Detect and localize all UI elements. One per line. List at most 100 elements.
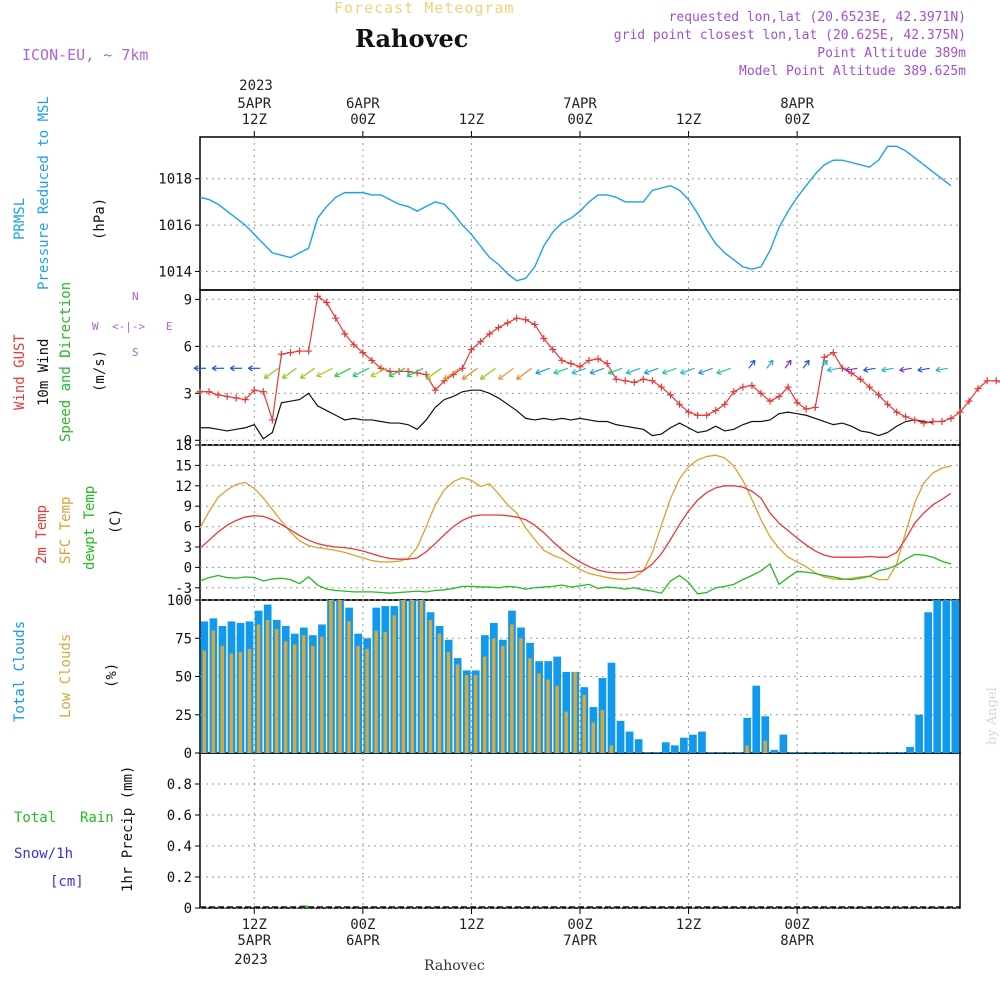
low-cloud-bar [401, 600, 406, 753]
total-cloud-bar [951, 600, 960, 753]
wind-direction-arrow [698, 367, 713, 374]
bottom-time-label: 12Z [431, 917, 511, 933]
gust-marker [522, 316, 530, 324]
compass-n: N [132, 290, 139, 303]
gust-marker [277, 350, 285, 358]
ytick-label-1-1: 3 [184, 386, 192, 402]
gust-marker [431, 386, 439, 394]
ytick-label-2-0: -3 [175, 581, 192, 597]
low-cloud-bar [464, 674, 469, 753]
wind-arrow-head [826, 366, 833, 373]
wind-arrow-head [193, 365, 199, 372]
wind-direction-arrow [553, 367, 569, 374]
low-cloud-bar [528, 658, 532, 753]
gust-marker [721, 400, 729, 408]
precip-cm-label: [cm] [50, 874, 84, 890]
total-cloud-bar [725, 752, 733, 753]
ytick-label-3-2: 50 [175, 670, 192, 686]
ytick-label-4-2: 0.4 [167, 839, 192, 855]
gust-marker [531, 320, 539, 328]
wind-direction-arrow [282, 367, 297, 379]
top-time-label: 12Z [431, 96, 511, 128]
wind-direction-arrow [917, 367, 930, 371]
compass-arrows: <-|-> [112, 320, 146, 333]
gust-marker [884, 400, 892, 408]
gust-marker [784, 383, 792, 391]
total-cloud-bar [716, 752, 724, 753]
bottom-time-label: 00Z 6APR [323, 917, 403, 949]
ytick-label-0-2: 1018 [158, 172, 192, 188]
wind-arrow-head [425, 374, 432, 380]
gust-marker [621, 377, 629, 385]
gust-marker [902, 413, 910, 421]
total-cloud-bar [860, 752, 869, 753]
ytick-label-2-1: 0 [184, 560, 192, 576]
panel-frame-0 [199, 136, 961, 291]
gust-marker [630, 378, 638, 386]
bottom-time-label: 00Z 7APR [540, 917, 620, 949]
low-cloud-bar [501, 645, 505, 753]
gust-marker [594, 355, 602, 363]
total-cloud-bar [698, 731, 706, 753]
wind-direction-arrow [316, 367, 333, 377]
top-time-label: 6APR 00Z [323, 96, 403, 128]
precip-snow-label: Snow/1h [14, 846, 74, 862]
wind-arrow-head [370, 371, 376, 378]
requested-coords: requested lon,lat (20.6523E, 42.3971N) [668, 10, 966, 25]
top-hour-label: 00Z [350, 112, 376, 128]
top-day-label: 6APR [345, 96, 380, 112]
gust-marker [259, 388, 267, 396]
panel-frame-2 [199, 444, 961, 601]
gust-marker [648, 377, 656, 385]
low-cloud-bar [455, 664, 460, 753]
top-hour-label: 00Z [784, 112, 810, 128]
low-cloud-bar [591, 722, 596, 753]
low-cloud-bar [283, 641, 288, 753]
total-cloud-bar [933, 600, 942, 753]
point-altitude: Point Altitude 389m [817, 46, 966, 61]
wind-10m-line [200, 389, 933, 440]
gust-marker [992, 377, 1000, 385]
wind-arrow-head [498, 374, 504, 380]
ytick-label-1-0: 0 [184, 433, 192, 449]
wind-direction-arrow [748, 359, 756, 369]
low-cloud-bar [537, 673, 541, 753]
gust-marker [603, 360, 611, 368]
low-cloud-bar [256, 624, 261, 753]
gust-marker [802, 405, 810, 413]
gust-marker [250, 386, 258, 394]
wind-direction-arrow [899, 367, 912, 371]
gust-marker [305, 347, 313, 355]
wind-arrow-head [263, 373, 270, 379]
gust-marker [938, 418, 946, 426]
bottom-day-label: 7APR [563, 933, 597, 949]
ytick-label-2-3: 6 [184, 520, 192, 536]
bottom-hour-label: 00Z [567, 917, 593, 933]
bottom-hour-label: 12Z [458, 917, 485, 933]
total-cloud-bar [734, 752, 742, 753]
gust-marker [739, 383, 747, 391]
precip-rain-label: Rain [80, 810, 114, 826]
low-cloud-bar [347, 621, 351, 753]
gust-marker [513, 314, 521, 322]
total-cloud-bar [779, 734, 788, 753]
low-cloud-bar [329, 600, 333, 753]
total-cloud-bar [797, 752, 806, 753]
wind-direction-arrow [352, 367, 370, 377]
low-cloud-bar [555, 685, 559, 753]
top-time-label: 5APR 12Z [214, 96, 294, 128]
total-cloud-bar [833, 752, 842, 753]
bottom-hour-label: 12Z [675, 917, 702, 933]
wind-direction-arrow [863, 367, 876, 371]
wind-direction-arrow [571, 367, 587, 374]
wind-arrow-head [316, 371, 322, 378]
gust-marker [793, 399, 801, 407]
ytick-label-4-1: 0.2 [167, 870, 192, 886]
gust-marker [757, 389, 765, 397]
prmsl-line [199, 145, 952, 282]
wind-arrow-head [535, 369, 541, 375]
total-cloud-bar [689, 734, 697, 753]
total-cloud-bar [643, 752, 652, 753]
gust-marker [920, 419, 928, 427]
gust-marker [549, 345, 557, 353]
